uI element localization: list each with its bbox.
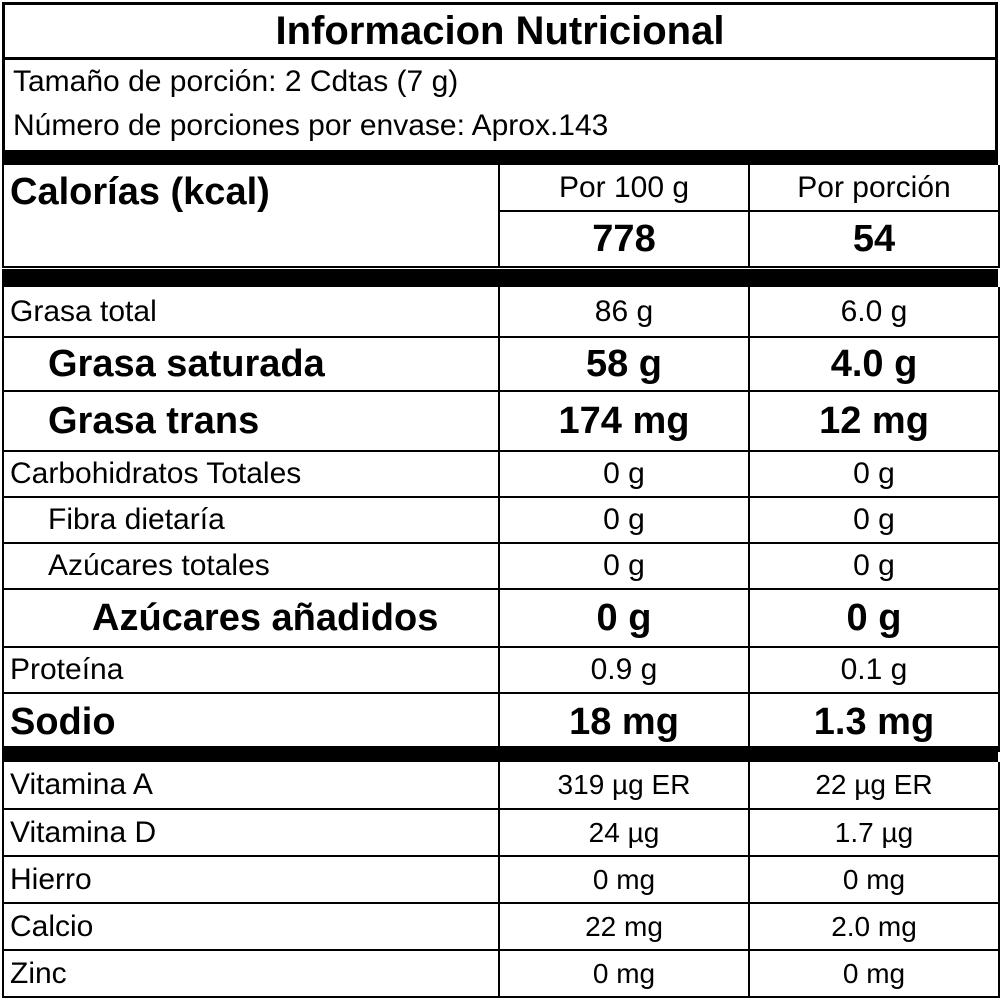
vitamin-per-100g: 0 mg [498,949,750,998]
vitamin-per-portion: 2.0 mg [748,902,1000,951]
vitamin-per-100g: 319 µg ER [498,762,750,810]
nutrient-per-100g: 0 g [498,588,750,648]
nutrient-per-portion: 6.0 g [748,287,1000,338]
calories-portion: 54 [748,210,1000,268]
vitamin-name: Vitamina D [2,808,500,857]
table-row: Carbohidratos Totales 0 g 0 g [2,450,1000,498]
table-row: Zinc 0 mg 0 mg [2,949,1000,998]
vitamin-per-100g: 22 mg [498,902,750,951]
table-row: Azúcares añadidos 0 g 0 g [2,588,1000,648]
nutrient-per-portion: 0 g [748,588,1000,648]
label-title: Informacion Nutricional [2,2,998,60]
serving-info: Tamaño de porción: 2 Cdtas (7 g) Número … [2,57,998,155]
nutrient-per-portion: 0 g [748,496,1000,544]
nutrient-per-100g: 58 g [498,336,750,392]
table-row: Vitamina D 24 µg 1.7 µg [2,808,1000,857]
nutrient-per-portion: 1.3 mg [748,692,1000,752]
thick-divider [2,269,998,287]
table-row: Vitamina A 319 µg ER 22 µg ER [2,762,1000,810]
table-row: Grasa trans 174 mg 12 mg [2,390,1000,452]
vitamin-per-portion: 0 mg [748,949,1000,998]
nutrient-per-100g: 86 g [498,287,750,338]
column-header-portion: Por porción [748,165,1000,212]
vitamin-name: Hierro [2,855,500,904]
nutrient-name: Grasa saturada [2,336,500,392]
nutrient-per-100g: 174 mg [498,390,750,452]
nutrients-table: Grasa total 86 g 6.0 g Grasa saturada 58… [2,287,1000,752]
table-row: Proteína 0.9 g 0.1 g [2,646,1000,694]
calories-100g: 778 [498,210,750,268]
nutrient-per-100g: 0 g [498,496,750,544]
nutrient-name: Azúcares totales [2,542,500,590]
nutrient-per-100g: 0 g [498,450,750,498]
vitamins-table: Vitamina A 319 µg ER 22 µg ER Vitamina D… [2,762,1000,998]
vitamin-per-portion: 1.7 µg [748,808,1000,857]
nutrient-per-portion: 12 mg [748,390,1000,452]
vitamin-per-100g: 0 mg [498,855,750,904]
nutrient-name: Carbohidratos Totales [2,450,500,498]
vitamin-per-portion: 0 mg [748,855,1000,904]
table-row: Azúcares totales 0 g 0 g [2,542,1000,590]
nutrient-per-100g: 18 mg [498,692,750,752]
table-row: Grasa total 86 g 6.0 g [2,287,1000,338]
table-row: Calcio 22 mg 2.0 mg [2,902,1000,951]
nutrient-per-portion: 4.0 g [748,336,1000,392]
thick-divider [2,746,998,762]
vitamin-name: Vitamina A [2,762,500,810]
table-row: Grasa saturada 58 g 4.0 g [2,336,1000,392]
nutrient-per-portion: 0 g [748,450,1000,498]
nutrient-per-100g: 0 g [498,542,750,590]
calories-table: Calorías (kcal) Por 100 g Por porción 77… [2,165,1000,268]
calories-label: Calorías (kcal) [2,165,500,268]
servings-per-container: Número de porciones por envase: Aprox.14… [13,109,609,142]
nutrient-per-portion: 0.1 g [748,646,1000,694]
vitamin-per-portion: 22 µg ER [748,762,1000,810]
table-row: Hierro 0 mg 0 mg [2,855,1000,904]
nutrient-name: Grasa trans [2,390,500,452]
nutrient-name: Grasa total [2,287,500,338]
nutrient-name: Fibra dietaría [2,496,500,544]
table-row: Fibra dietaría 0 g 0 g [2,496,1000,544]
vitamin-name: Calcio [2,902,500,951]
serving-size: Tamaño de porción: 2 Cdtas (7 g) [13,65,459,98]
vitamin-name: Zinc [2,949,500,998]
table-row: Sodio 18 mg 1.3 mg [2,692,1000,752]
nutrient-name: Sodio [2,692,500,752]
nutrient-per-100g: 0.9 g [498,646,750,694]
thick-divider [2,150,998,165]
nutrient-name: Proteína [2,646,500,694]
nutrient-per-portion: 0 g [748,542,1000,590]
vitamin-per-100g: 24 µg [498,808,750,857]
column-header-100g: Por 100 g [498,165,750,212]
nutrient-name: Azúcares añadidos [2,588,500,648]
